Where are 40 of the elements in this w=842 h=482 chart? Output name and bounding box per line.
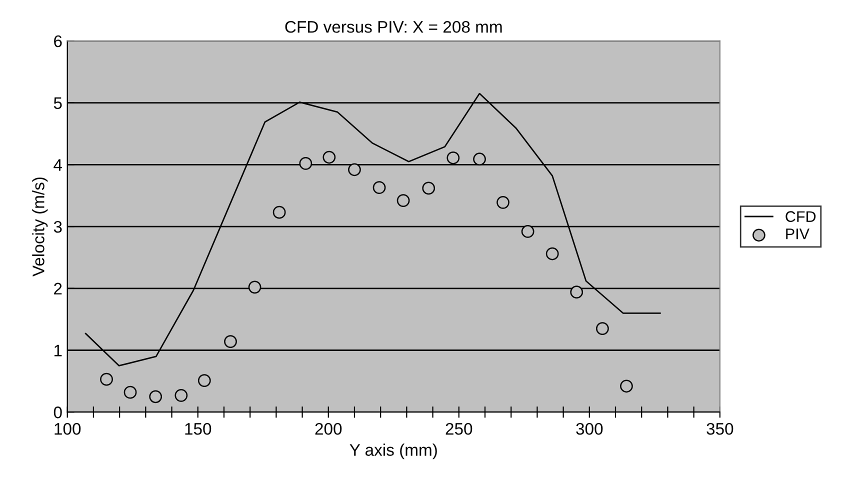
point	[348, 163, 361, 176]
x-tick-label: 150	[185, 422, 212, 435]
x-tick-label: 350	[706, 422, 734, 435]
point	[272, 206, 286, 219]
point	[372, 181, 386, 194]
x-tick-label: 200	[315, 422, 342, 435]
x-tick-label: 100	[54, 422, 81, 435]
y-tick-label: 0	[54, 406, 62, 418]
point	[198, 374, 211, 387]
point	[396, 194, 410, 207]
x-axis-title: Y axis (mm)	[350, 444, 437, 460]
point	[596, 322, 609, 336]
point	[446, 151, 460, 164]
x-tick-label: 250	[446, 422, 472, 435]
y-tick-label: 2	[54, 282, 62, 294]
y-tick-label: 5	[54, 97, 62, 110]
point	[620, 380, 633, 393]
point	[224, 335, 237, 348]
y-tick-label: 3	[54, 220, 62, 233]
point	[100, 372, 113, 386]
point	[299, 157, 312, 170]
point	[546, 247, 559, 260]
point	[570, 286, 584, 299]
y-axis-title: Velocity (m/s)	[32, 178, 48, 276]
y-tick-label: 4	[54, 159, 62, 171]
legend-label: CFD	[786, 211, 816, 222]
chart-title: CFD versus PIV: X = 208 mm	[285, 21, 502, 33]
point	[322, 150, 336, 164]
point	[124, 386, 137, 399]
point	[422, 182, 436, 195]
point	[496, 196, 510, 209]
point	[248, 280, 262, 294]
x-tick-label: 300	[576, 422, 603, 435]
y-tick-label: 1	[54, 344, 62, 356]
point	[174, 388, 188, 402]
point	[473, 152, 486, 166]
y-tick-label: 6	[54, 35, 62, 48]
point	[521, 225, 534, 238]
point	[149, 390, 162, 404]
legend-label: PIV	[786, 228, 810, 240]
